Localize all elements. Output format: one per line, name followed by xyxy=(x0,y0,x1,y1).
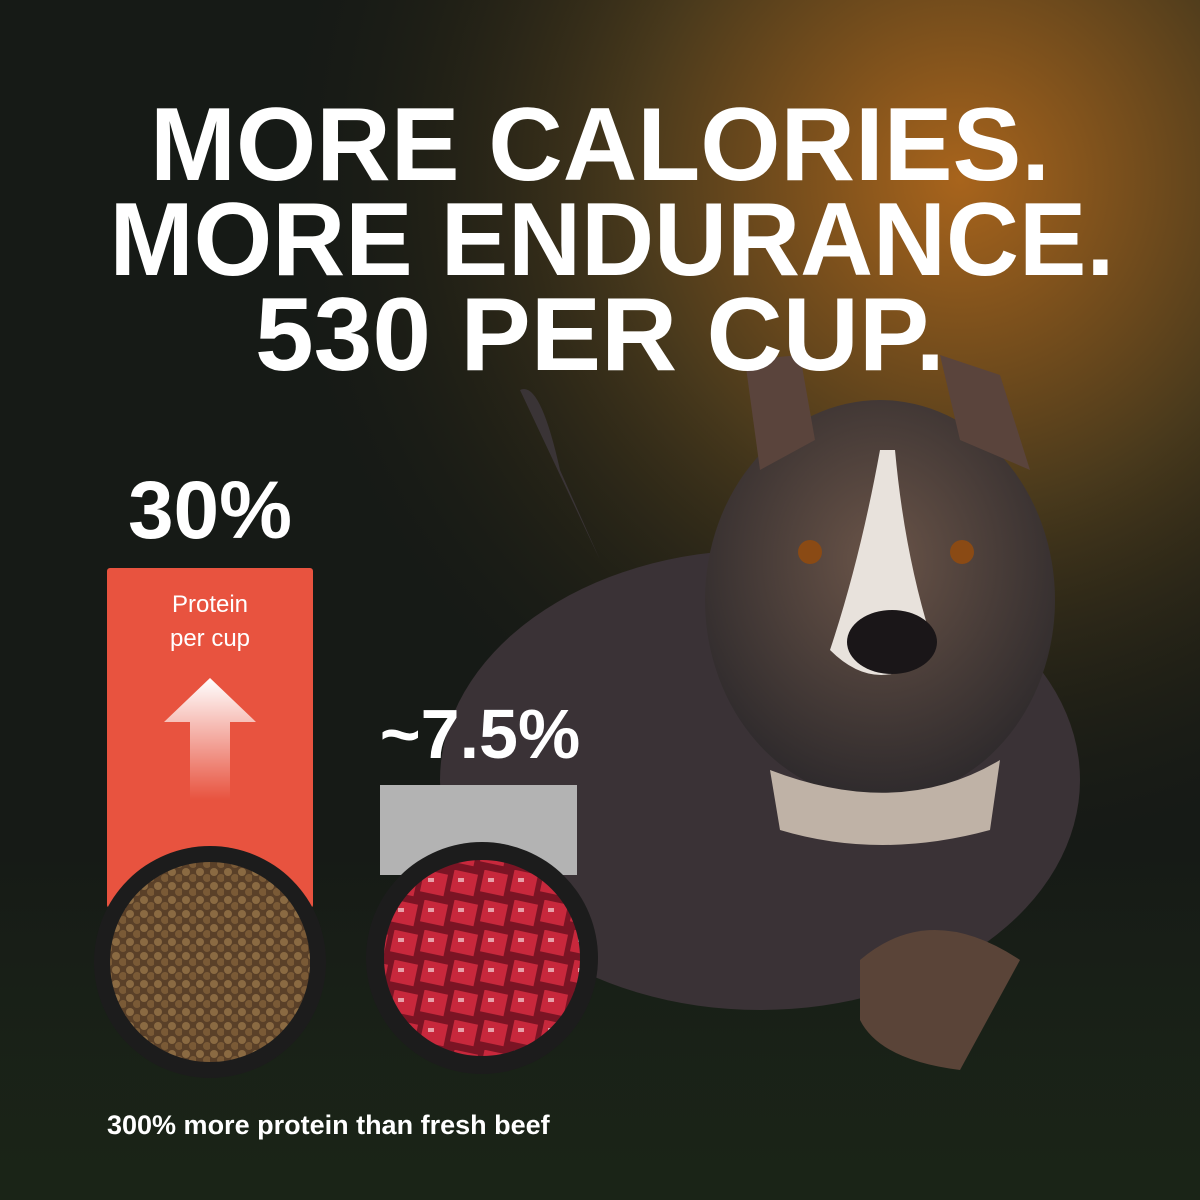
kibble-food xyxy=(110,862,310,1062)
headline-line: MORE ENDURANCE. xyxy=(110,182,1115,298)
kibble-value: 30% xyxy=(128,465,292,556)
footnote: 300% more protein than fresh beef xyxy=(107,1110,551,1140)
bar-label: Protein xyxy=(172,591,248,618)
bar-label: per cup xyxy=(170,625,250,652)
headline-line: MORE CALORIES. xyxy=(150,87,1050,203)
beef-value: ~7.5% xyxy=(380,695,580,773)
headline-line: 530 PER CUP. xyxy=(255,277,945,393)
beef-food xyxy=(384,860,580,1056)
dog xyxy=(440,355,1080,1070)
up-arrow xyxy=(164,678,256,800)
